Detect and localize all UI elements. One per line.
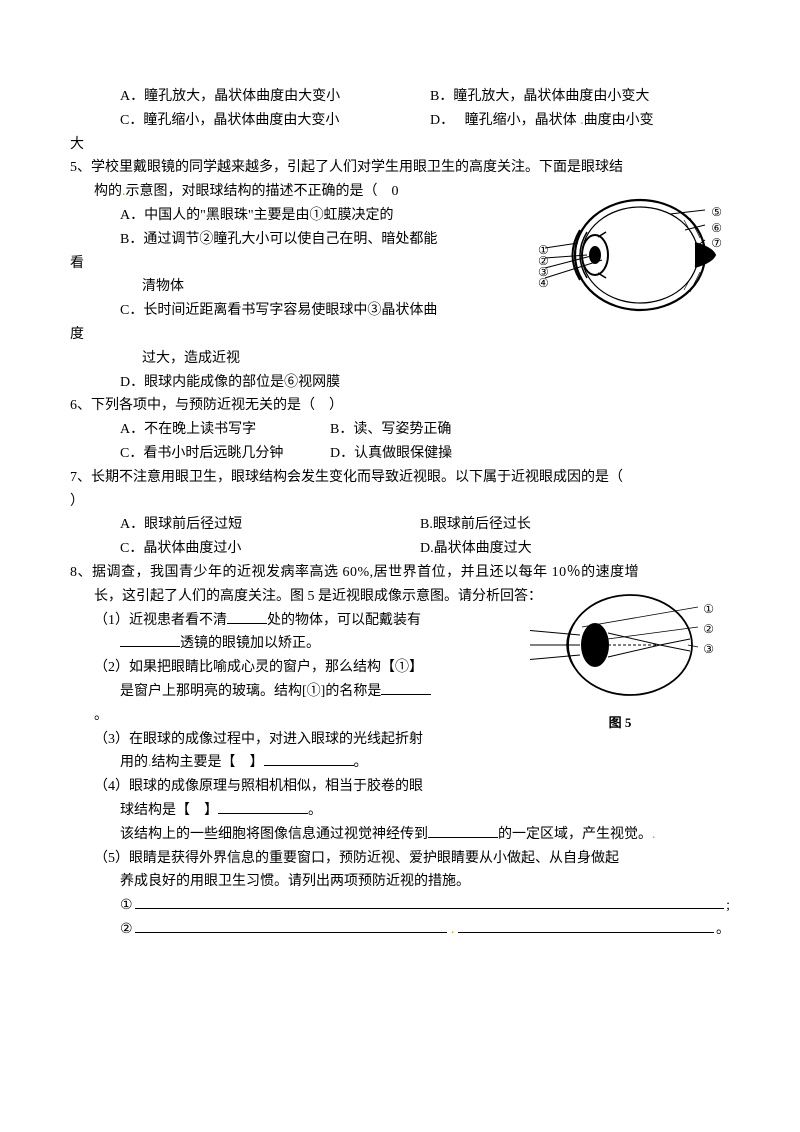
q6-row1: A．不在晚上读书写字 B．读、写姿势正确 — [120, 418, 730, 442]
q4-option-c: C．瞳孔缩小，晶状体曲度由大变小 — [120, 109, 430, 133]
q4-option-b: B．瞳孔放大，晶状体曲度由小变大 — [430, 85, 730, 109]
eye-diagram-1: ① ② ③ ④ ⑤ ⑥ ⑦ — [540, 190, 720, 320]
q4-d-prefix: D． — [430, 113, 454, 128]
eye1-label-7: ⑦ — [711, 233, 722, 253]
q4-option-d: D． 瞳孔缩小，晶状体 .曲度由小变 — [430, 109, 730, 133]
q7-row1: A．眼球前后径过短 B.眼球前后径过长 — [120, 513, 730, 537]
eye2-label-1: ① — [703, 599, 714, 619]
q4-d-text: 瞳孔缩小，晶状体 — [465, 113, 577, 128]
blank-measure1 — [135, 908, 725, 909]
q5-stem-line1: 5、学校里戴眼镜的同学越来越多，引起了人们对学生用眼卫生的高度关注。下面是眼球结 — [70, 156, 730, 180]
q5-option-a: A．中国人的"黑眼珠"主要是由①虹膜决定的 — [120, 204, 480, 228]
eye1-label-4: ④ — [538, 273, 549, 293]
q5-option-c2: 过大，造成近视 — [142, 347, 730, 371]
q4-option-a: A．瞳孔放大，晶状体曲度由大变小 — [120, 85, 430, 109]
q5-option-c-out: 度 — [70, 323, 730, 347]
blank-measure2a — [135, 932, 447, 933]
q8-sub5-line1: （5）眼睛是获得外界信息的重要窗口，预防近视、爱护眼睛要从小做起、从自身做起 — [94, 847, 730, 871]
q8-sub2-line1: （2）如果把眼睛比喻成心灵的窗户，那么结构【①】 — [94, 656, 474, 680]
q7-row2: C．晶状体曲度过小 D.晶状体曲度过大 — [120, 537, 730, 561]
q7-b: B.眼球前后径过长 — [420, 513, 531, 537]
blank-measure2b — [458, 932, 714, 933]
q6-row2: C．看书小时后远眺几分钟 D．认真做眼保健操 — [120, 442, 730, 466]
q7-d: D.晶状体曲度过大 — [420, 537, 532, 561]
q8-sub4-line2: 球结构是【 】。 — [120, 799, 730, 823]
blank-s1b — [120, 633, 180, 647]
q4-options-row2: C．瞳孔缩小，晶状体曲度由大变小 D． 瞳孔缩小，晶状体 .曲度由小变 — [120, 109, 730, 133]
q6-d: D．认真做眼保健操 — [330, 442, 452, 466]
q7-close: ） — [70, 490, 730, 514]
q6-c: C．看书小时后远眺几分钟 — [120, 442, 330, 466]
q5-option-d: D．眼球内能成像的部位是⑥视网膜 — [120, 371, 730, 395]
eye2-label-3: ③ — [703, 639, 714, 659]
blank-s1a — [227, 610, 267, 624]
q8-measure1: ① ; — [120, 894, 730, 918]
q8-s4-dot: . — [652, 827, 656, 842]
q6-b: B．读、写姿势正确 — [330, 418, 451, 442]
blank-s3 — [264, 752, 354, 766]
q5-option-b1: B．通过调节②瞳孔大小可以使自己在明、暗处都能 — [120, 228, 480, 252]
q6-a: A．不在晚上读书写字 — [120, 418, 330, 442]
q5-option-c1: C．长时间近距离看书写字容易使眼球中③晶状体曲 — [120, 299, 480, 323]
q7-stem: 7、长期不注意用眼卫生，眼球结构会发生变化而导致近视眼。以下属于近视眼成因的是（ — [70, 466, 730, 490]
q6-stem: 6、下列各项中，与预防近视无关的是（ ） — [70, 394, 730, 418]
q7-c: C．晶状体曲度过小 — [120, 537, 420, 561]
blank-s2 — [381, 681, 431, 695]
q8-measure2: ② . 。 — [120, 918, 730, 942]
q8-sub4-line3: 该结构上的一些细胞将图像信息通过视觉神经传到的一定区域，产生视觉。. — [120, 823, 730, 847]
eye-diagram-2: ① ② ③ 图 5 — [530, 585, 710, 730]
blank-s4a — [218, 800, 308, 814]
q8-m2-dot: . — [449, 918, 457, 942]
blank-s4b — [428, 824, 498, 838]
q8-sub4-line1: （4）眼球的成像原理与照相机相似，相当于胶卷的眼 — [94, 775, 474, 799]
figure-5-label: 图 5 — [530, 712, 710, 734]
q4-d-text2: 曲度由小变 — [584, 113, 654, 128]
eye2-label-2: ② — [703, 619, 714, 639]
q8-sub5-line2: 养成良好的用眼卫生习惯。请列出两项预防近视的措施。 — [120, 870, 730, 894]
q8-line1: 8、据调查，我国青少年的近视发病率高选 60%,居世界首位，并且还以每年 10％… — [70, 561, 730, 585]
q8-sub3-line2: 用的.结构主要是【 】。 — [120, 751, 730, 775]
q7-a: A．眼球前后径过短 — [120, 513, 420, 537]
q8-sub3-line1: （3）在眼球的成像过程中，对进入眼球的光线起折射 — [94, 728, 474, 752]
q4-options-row1: A．瞳孔放大，晶状体曲度由大变小 B．瞳孔放大，晶状体曲度由小变大 — [120, 85, 730, 109]
q4-d-tail: 大 — [70, 133, 730, 157]
